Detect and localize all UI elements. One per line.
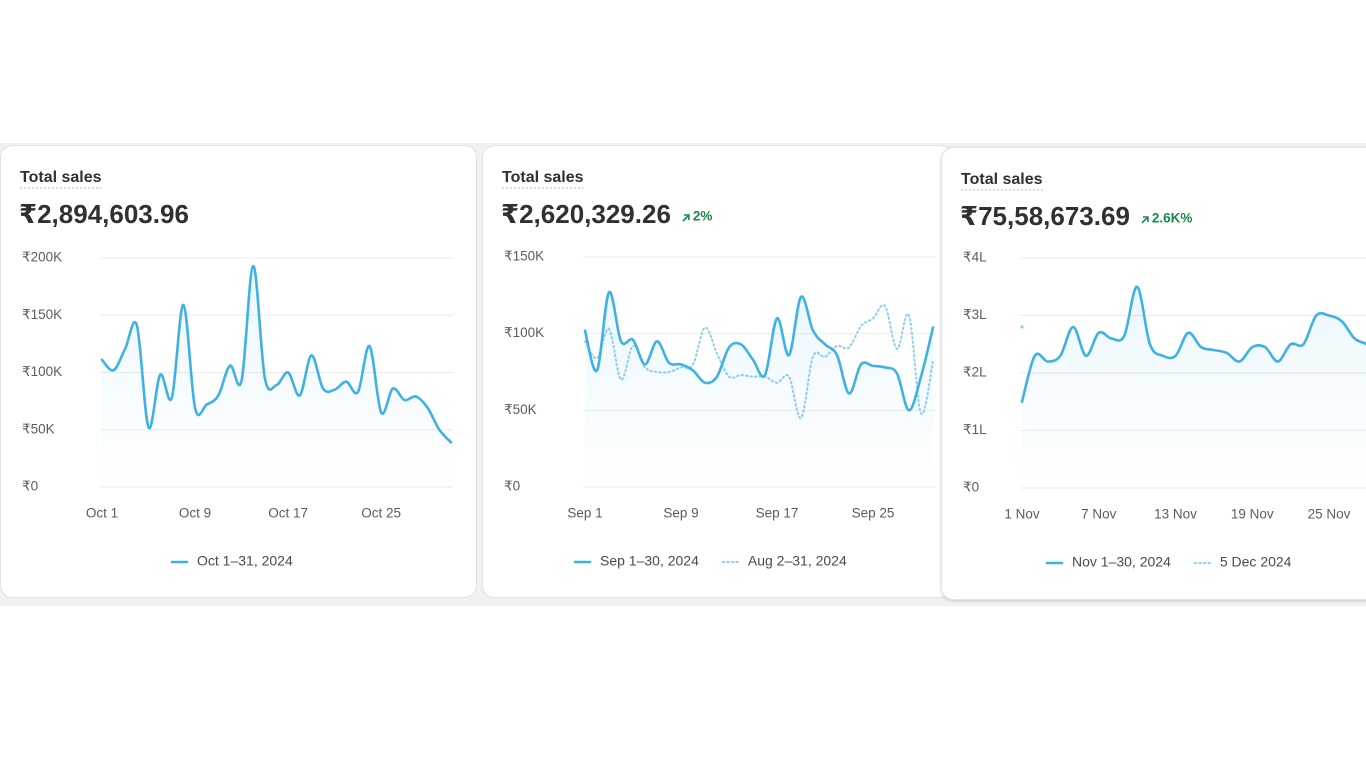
total-value: ₹75,58,673.69: [960, 201, 1130, 231]
legend-label: 5 Dec 2024: [1220, 554, 1292, 570]
series-line: [1020, 285, 1366, 404]
series-line: [583, 290, 935, 412]
card-title: Total sales: [20, 169, 102, 186]
x-tick-label: Sep 1: [567, 506, 602, 521]
x-tick-label: 25 Nov: [1308, 507, 1351, 522]
series-line: [100, 264, 453, 444]
x-tick-label: 13 Nov: [1154, 507, 1197, 522]
y-tick-label: ₹200K: [22, 250, 62, 265]
card-title: Total sales: [502, 169, 584, 186]
chart-card: Total sales ₹2,894,603.96 ₹0 ₹50K ₹100K ₹150K…: [0, 145, 477, 598]
y-tick-label: ₹2L: [963, 365, 987, 380]
line-point: [1020, 325, 1024, 329]
change-badge: 2%: [693, 209, 713, 224]
area-fill: [585, 291, 933, 487]
trend-arrow: [682, 214, 690, 222]
legend-label: Oct 1–31, 2024: [197, 553, 293, 569]
x-tick-label: 7 Nov: [1081, 507, 1117, 522]
y-tick-label: ₹50K: [22, 421, 55, 436]
y-tick-label: ₹3L: [963, 307, 987, 322]
y-tick-label: ₹0: [504, 479, 520, 494]
y-tick-label: ₹100K: [22, 364, 62, 379]
change-badge: 2.6K%: [1152, 211, 1193, 226]
area-fill: [102, 266, 451, 487]
x-tick-label: Oct 1: [86, 506, 118, 521]
x-tick-label: Sep 25: [852, 506, 895, 521]
card-title: Total sales: [961, 171, 1043, 188]
legend-label: Sep 1–30, 2024: [600, 553, 699, 569]
y-tick-label: ₹50K: [504, 402, 537, 417]
y-tick-label: ₹4L: [963, 250, 987, 265]
x-tick-label: Oct 25: [361, 506, 401, 521]
y-tick-label: ₹1L: [963, 422, 987, 437]
x-tick-label: Sep 17: [756, 506, 799, 521]
y-tick-label: ₹0: [22, 479, 38, 494]
y-tick-label: ₹100K: [504, 325, 544, 340]
y-tick-label: ₹0: [963, 480, 979, 495]
trend-arrow: [1141, 216, 1149, 224]
y-tick-label: ₹150K: [504, 249, 544, 264]
legend-label: Nov 1–30, 2024: [1072, 554, 1171, 570]
x-tick-label: Oct 17: [268, 506, 308, 521]
x-tick-label: Sep 9: [663, 506, 698, 521]
x-tick-label: 1 Nov: [1004, 507, 1040, 522]
chart-card: Total sales ₹75,58,673.69 2.6K% ₹0 ₹1L ₹2L ₹3L…: [941, 147, 1366, 600]
legend-label: Aug 2–31, 2024: [748, 553, 847, 569]
x-tick-label: Oct 9: [179, 506, 211, 521]
y-tick-label: ₹150K: [22, 307, 62, 322]
x-tick-label: 19 Nov: [1231, 507, 1274, 522]
total-value: ₹2,894,603.96: [19, 199, 189, 229]
total-value: ₹2,620,329.26: [501, 199, 671, 229]
chart-card: Total sales ₹2,620,329.26 2% ₹0 ₹50K ₹100K ₹15…: [482, 145, 953, 598]
